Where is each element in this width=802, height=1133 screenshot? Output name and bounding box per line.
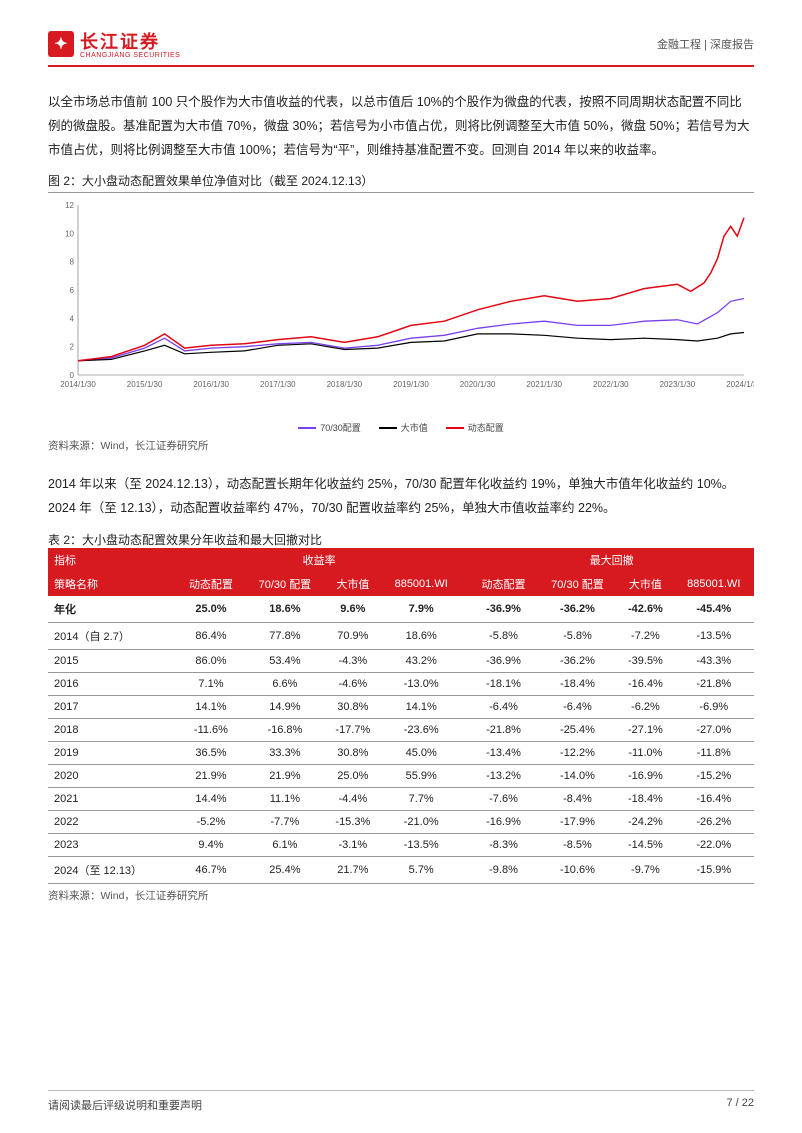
svg-text:2014/1/30: 2014/1/30 <box>60 380 96 389</box>
page-header: ✦ 长江证券 CHANGJIANG SECURITIES 金融工程 | 深度报告 <box>48 28 754 67</box>
svg-text:8: 8 <box>70 258 75 267</box>
svg-text:2023/1/30: 2023/1/30 <box>660 380 696 389</box>
footer-disclaimer: 请阅读最后评级说明和重要声明 <box>48 1097 202 1113</box>
table-2-source: 资料来源：Wind，长江证券研究所 <box>48 888 754 903</box>
svg-text:2018/1/30: 2018/1/30 <box>327 380 363 389</box>
legend-item: 动态配置 <box>446 421 504 434</box>
logo-cn: 长江证券 <box>80 28 180 54</box>
header-category: 金融工程 | 深度报告 <box>657 36 754 52</box>
svg-text:2017/1/30: 2017/1/30 <box>260 380 296 389</box>
table-2-caption: 表 2：大小盘动态配置效果分年收益和最大回撤对比 <box>48 531 754 548</box>
paragraph-2: 2014 年以来（至 2024.12.13），动态配置长期年化收益约 25%，7… <box>48 473 754 521</box>
logo-mark-icon: ✦ <box>48 31 74 57</box>
paragraph-1: 以全市场总市值前 100 只个股作为大市值收益的代表，以总市值后 10%的个股作… <box>48 91 754 162</box>
svg-text:2021/1/30: 2021/1/30 <box>526 380 562 389</box>
svg-text:2016/1/30: 2016/1/30 <box>193 380 229 389</box>
page-footer: 请阅读最后评级说明和重要声明 7 / 22 <box>48 1090 754 1113</box>
legend-item: 大市值 <box>379 421 428 434</box>
figure-2-source: 资料来源：Wind，长江证券研究所 <box>48 438 754 453</box>
svg-text:12: 12 <box>65 201 74 210</box>
table-2: 指标收益率最大回撤策略名称动态配置70/30 配置大市值885001.WI动态配… <box>48 548 754 884</box>
logo: ✦ 长江证券 CHANGJIANG SECURITIES <box>48 28 180 59</box>
svg-text:2020/1/30: 2020/1/30 <box>460 380 496 389</box>
svg-text:6: 6 <box>70 286 75 295</box>
svg-text:0: 0 <box>70 371 75 380</box>
legend-item: 70/30配置 <box>298 421 361 434</box>
figure-2-caption: 图 2：大小盘动态配置效果单位净值对比（截至 2024.12.13） <box>48 172 754 193</box>
chart-legend: 70/30配置 大市值 动态配置 <box>48 421 754 434</box>
svg-text:2: 2 <box>70 343 75 352</box>
svg-text:2015/1/30: 2015/1/30 <box>127 380 163 389</box>
logo-en: CHANGJIANG SECURITIES <box>80 52 180 59</box>
svg-text:4: 4 <box>70 315 75 324</box>
svg-text:2022/1/30: 2022/1/30 <box>593 380 629 389</box>
svg-text:2024/1/30: 2024/1/30 <box>726 380 754 389</box>
footer-page-number: 7 / 22 <box>726 1097 754 1113</box>
svg-text:2019/1/30: 2019/1/30 <box>393 380 429 389</box>
figure-2-chart: 0 2 4 6 8 10 12 2014/1/30 2015/1/30 2016/1/30 2017… <box>48 199 754 419</box>
svg-text:10: 10 <box>65 230 74 239</box>
